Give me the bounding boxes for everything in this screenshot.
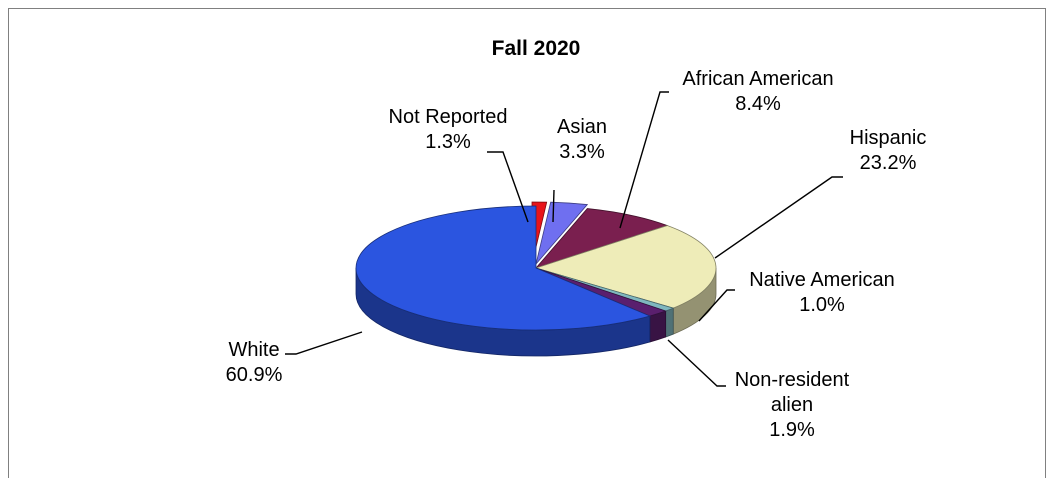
pie-side-native-american	[665, 307, 674, 338]
leader-line-non-resident-alien	[667, 339, 726, 387]
data-label-non-resident-alien: Non-resident alien 1.9%	[735, 369, 850, 441]
leader-line-hispanic	[714, 176, 843, 259]
leader-line-african-american	[619, 91, 669, 229]
data-label-hispanic: Hispanic 23.2%	[850, 127, 927, 174]
data-label-native-american: Native American 1.0%	[749, 269, 895, 316]
leader-line-native-american	[698, 289, 735, 322]
data-label-african-american: African American 8.4%	[682, 68, 833, 115]
leader-line-white	[285, 331, 363, 355]
chart-title: Fall 2020	[492, 37, 581, 60]
data-label-white: White 60.9%	[226, 339, 283, 386]
leader-line-asian	[552, 189, 555, 223]
pie-slice-white	[355, 205, 652, 331]
leader-line-not-reported	[487, 151, 529, 223]
data-label-not-reported: Not Reported 1.3%	[389, 106, 508, 153]
pie-slice-hispanic	[534, 225, 717, 309]
data-label-asian: Asian 3.3%	[557, 116, 607, 163]
pie-slice-african-american	[534, 208, 669, 269]
pie-slice-asian	[535, 201, 589, 265]
chart-frame	[8, 8, 1046, 478]
